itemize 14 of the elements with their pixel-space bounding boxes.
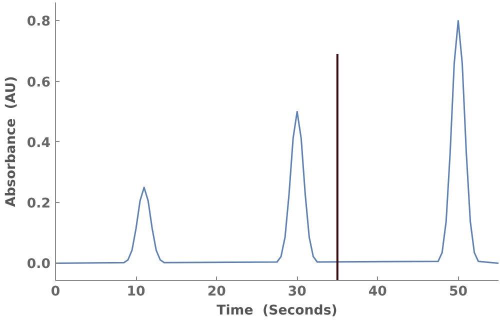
y-tick-label: 0.4 xyxy=(26,136,51,151)
y-tick-label: 0.0 xyxy=(26,257,51,272)
y-tick-label: 0.8 xyxy=(26,14,51,30)
x-axis-title: Time (Seconds) xyxy=(216,304,338,318)
x-tick-label: 40 xyxy=(368,284,387,300)
x-tick-label: 10 xyxy=(126,284,146,300)
y-tick-label: 0.6 xyxy=(26,75,51,90)
x-tick-label: 50 xyxy=(448,284,468,300)
line-series xyxy=(56,20,498,264)
y-axis-title: Absorbance (AU) xyxy=(4,76,19,207)
y-tick-label: 0.2 xyxy=(26,196,51,212)
x-tick-label: 0 xyxy=(50,284,60,300)
x-tick-label: 20 xyxy=(207,284,226,300)
x-tick-label: 30 xyxy=(288,284,306,300)
